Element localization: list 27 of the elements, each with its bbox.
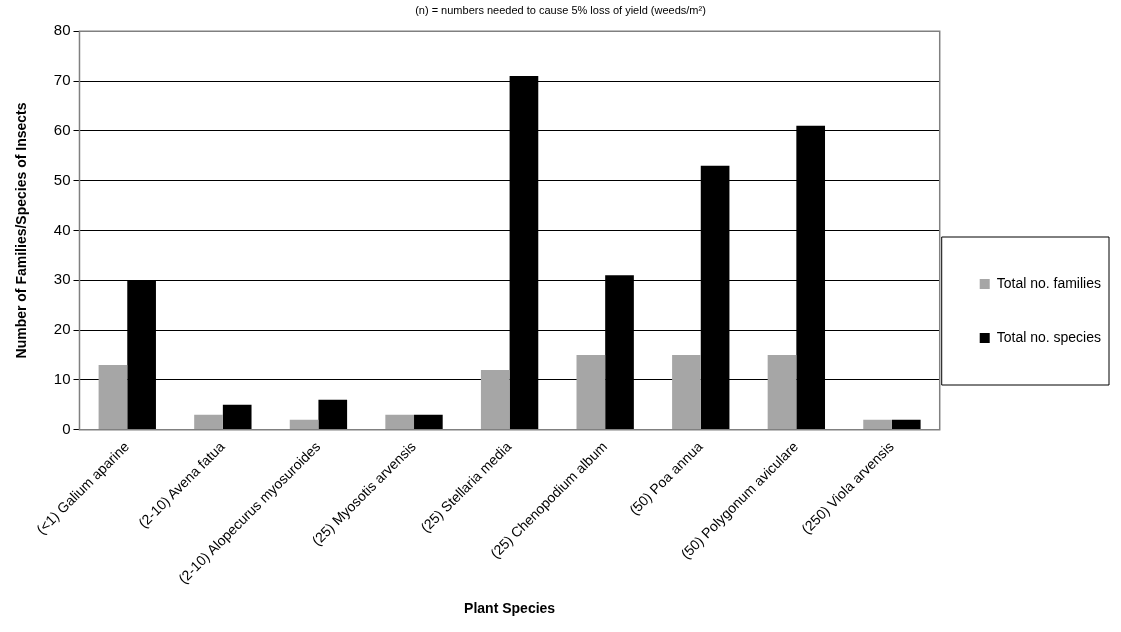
y-tick-label: 50 — [53, 170, 71, 188]
y-tick-label: 80 — [53, 21, 71, 39]
x-axis-title: Plant Species — [464, 600, 556, 617]
bar — [385, 414, 415, 430]
y-tick-label: 20 — [53, 320, 71, 338]
bar — [767, 355, 797, 430]
bar — [863, 419, 892, 430]
chart-subtitle: (n) = numbers needed to cause 5% loss of yield (weeds/m²) — [415, 3, 706, 16]
y-tick-label: 40 — [53, 220, 71, 238]
y-tick-label: 60 — [53, 120, 71, 138]
bar — [318, 399, 348, 430]
bar — [98, 365, 128, 430]
bar — [576, 355, 606, 430]
legend-label: Total no. species — [996, 328, 1102, 345]
y-axis-title: Number of Families/Species of Insects — [13, 102, 30, 359]
bar — [222, 404, 252, 430]
y-tick-label: 70 — [53, 71, 71, 89]
y-tick-label: 30 — [53, 270, 71, 288]
bar — [414, 414, 443, 430]
bar — [194, 414, 223, 430]
y-tick-label: 10 — [53, 370, 71, 388]
bar — [672, 355, 701, 430]
y-tick-label: 0 — [62, 419, 71, 437]
bar — [480, 369, 510, 430]
bar — [289, 419, 319, 430]
bar — [891, 419, 921, 430]
legend-label: Total no. families — [996, 274, 1101, 291]
